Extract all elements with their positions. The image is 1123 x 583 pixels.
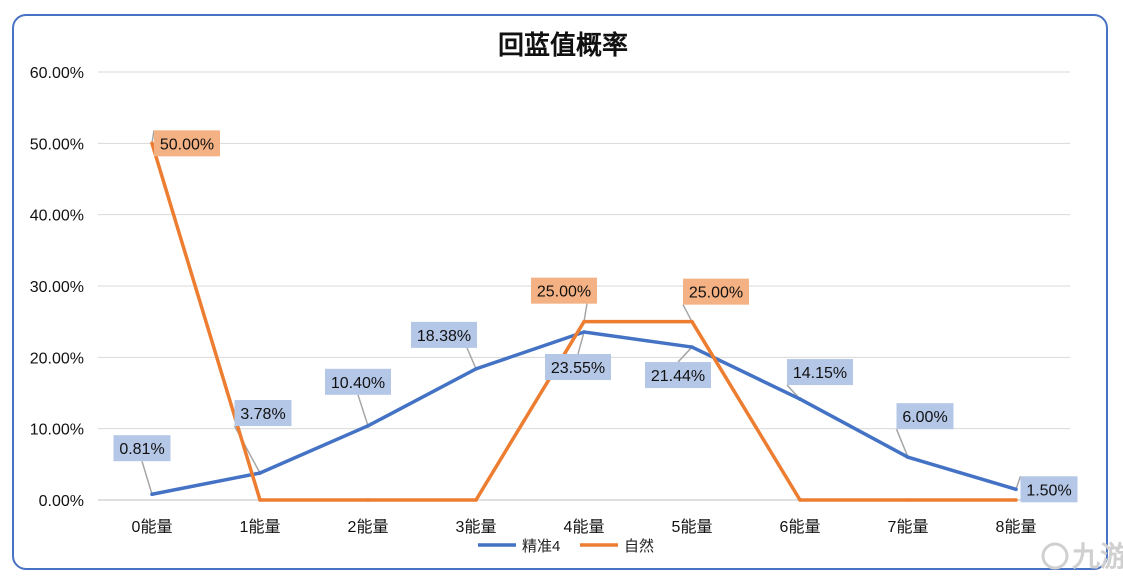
data-label: 0.81% bbox=[119, 441, 164, 458]
data-point bbox=[366, 498, 370, 502]
legend-label: 自然 bbox=[624, 538, 654, 555]
data-label: 18.38% bbox=[417, 328, 471, 345]
leader-line bbox=[577, 331, 585, 355]
data-point bbox=[906, 498, 910, 502]
data-label-bg bbox=[113, 435, 171, 462]
leader-line bbox=[357, 394, 369, 427]
data-label: 6.00% bbox=[902, 409, 947, 426]
data-point bbox=[474, 367, 478, 371]
data-point bbox=[1014, 498, 1018, 502]
data-label: 1.50% bbox=[1026, 482, 1071, 499]
data-point bbox=[906, 455, 910, 460]
x-tick-label: 7能量 bbox=[888, 518, 929, 536]
label-leader-lines bbox=[141, 130, 1022, 495]
data-point bbox=[798, 397, 802, 401]
data-label-bg bbox=[1020, 476, 1078, 503]
x-tick-label: 0能量 bbox=[132, 518, 173, 536]
data-label: 10.40% bbox=[331, 375, 385, 392]
chart-title: 回蓝值概率 bbox=[498, 30, 628, 61]
leader-line bbox=[141, 461, 153, 495]
data-label: 50.00% bbox=[160, 136, 214, 153]
data-point bbox=[150, 492, 154, 497]
y-tick-label: 10.00% bbox=[30, 422, 84, 439]
watermark-logo: 九游 bbox=[1041, 541, 1123, 572]
x-tick-label: 2能量 bbox=[348, 518, 389, 536]
x-tick-label: 8能量 bbox=[996, 518, 1037, 536]
data-label: 25.00% bbox=[537, 284, 591, 301]
x-tick-label: 4能量 bbox=[564, 518, 605, 536]
data-label-bg bbox=[787, 359, 853, 386]
data-point bbox=[1014, 487, 1018, 492]
x-tick-label: 3能量 bbox=[456, 518, 497, 536]
data-label: 14.15% bbox=[793, 365, 847, 382]
y-tick-label: 0.00% bbox=[39, 493, 84, 510]
data-point bbox=[798, 498, 802, 502]
data-label-bg bbox=[545, 354, 611, 381]
data-point bbox=[582, 319, 586, 324]
leader-line bbox=[583, 303, 588, 322]
data-point bbox=[258, 471, 262, 475]
y-tick-label: 30.00% bbox=[30, 279, 84, 296]
data-label-bg bbox=[683, 278, 749, 305]
leader-line bbox=[682, 304, 693, 323]
data-point bbox=[150, 141, 154, 146]
data-label-bg bbox=[896, 403, 954, 430]
data-point bbox=[258, 498, 262, 502]
data-point bbox=[474, 498, 478, 502]
y-tick-label: 50.00% bbox=[30, 136, 84, 153]
data-label-bg bbox=[531, 277, 597, 304]
x-tick-label: 1能量 bbox=[240, 518, 281, 536]
data-label: 25.00% bbox=[689, 285, 743, 302]
data-point bbox=[690, 345, 694, 349]
data-label-bg bbox=[234, 400, 292, 427]
y-tick-label: 20.00% bbox=[30, 350, 84, 367]
leader-line bbox=[677, 346, 693, 363]
data-label-bg bbox=[154, 130, 220, 157]
data-label: 23.55% bbox=[551, 360, 605, 377]
data-label-bg bbox=[645, 362, 711, 389]
leader-line bbox=[151, 130, 155, 144]
leader-line bbox=[895, 428, 909, 458]
series-lines bbox=[150, 141, 1018, 502]
data-labels: 0.81% 3.78% 10.40% 18.38% 23.55% 21.44% 14.15%… bbox=[113, 130, 1078, 503]
watermark-text: 九游 bbox=[1072, 541, 1123, 572]
data-label-bg bbox=[325, 368, 391, 395]
data-label-bg bbox=[411, 321, 477, 348]
y-tick-label: 40.00% bbox=[30, 208, 84, 225]
data-point bbox=[366, 424, 370, 428]
data-label: 21.44% bbox=[651, 368, 705, 385]
leader-line bbox=[1015, 476, 1022, 490]
y-axis: 0.00% 10.00% 20.00% 30.00% 40.00% 50.00% 60.00… bbox=[30, 65, 84, 510]
leader-line bbox=[466, 347, 477, 370]
x-axis: 0能量 1能量 2能量 3能量 4能量 5能量 6能量 7能量 8能量 bbox=[132, 518, 1037, 536]
data-point bbox=[582, 330, 586, 334]
x-tick-label: 6能量 bbox=[780, 518, 821, 536]
data-label: 3.78% bbox=[240, 406, 285, 423]
x-tick-label: 5能量 bbox=[672, 518, 713, 536]
legend: 精准4 自然 bbox=[478, 538, 654, 555]
y-tick-label: 60.00% bbox=[30, 65, 84, 82]
data-point bbox=[690, 319, 694, 324]
legend-label: 精准4 bbox=[522, 538, 560, 555]
